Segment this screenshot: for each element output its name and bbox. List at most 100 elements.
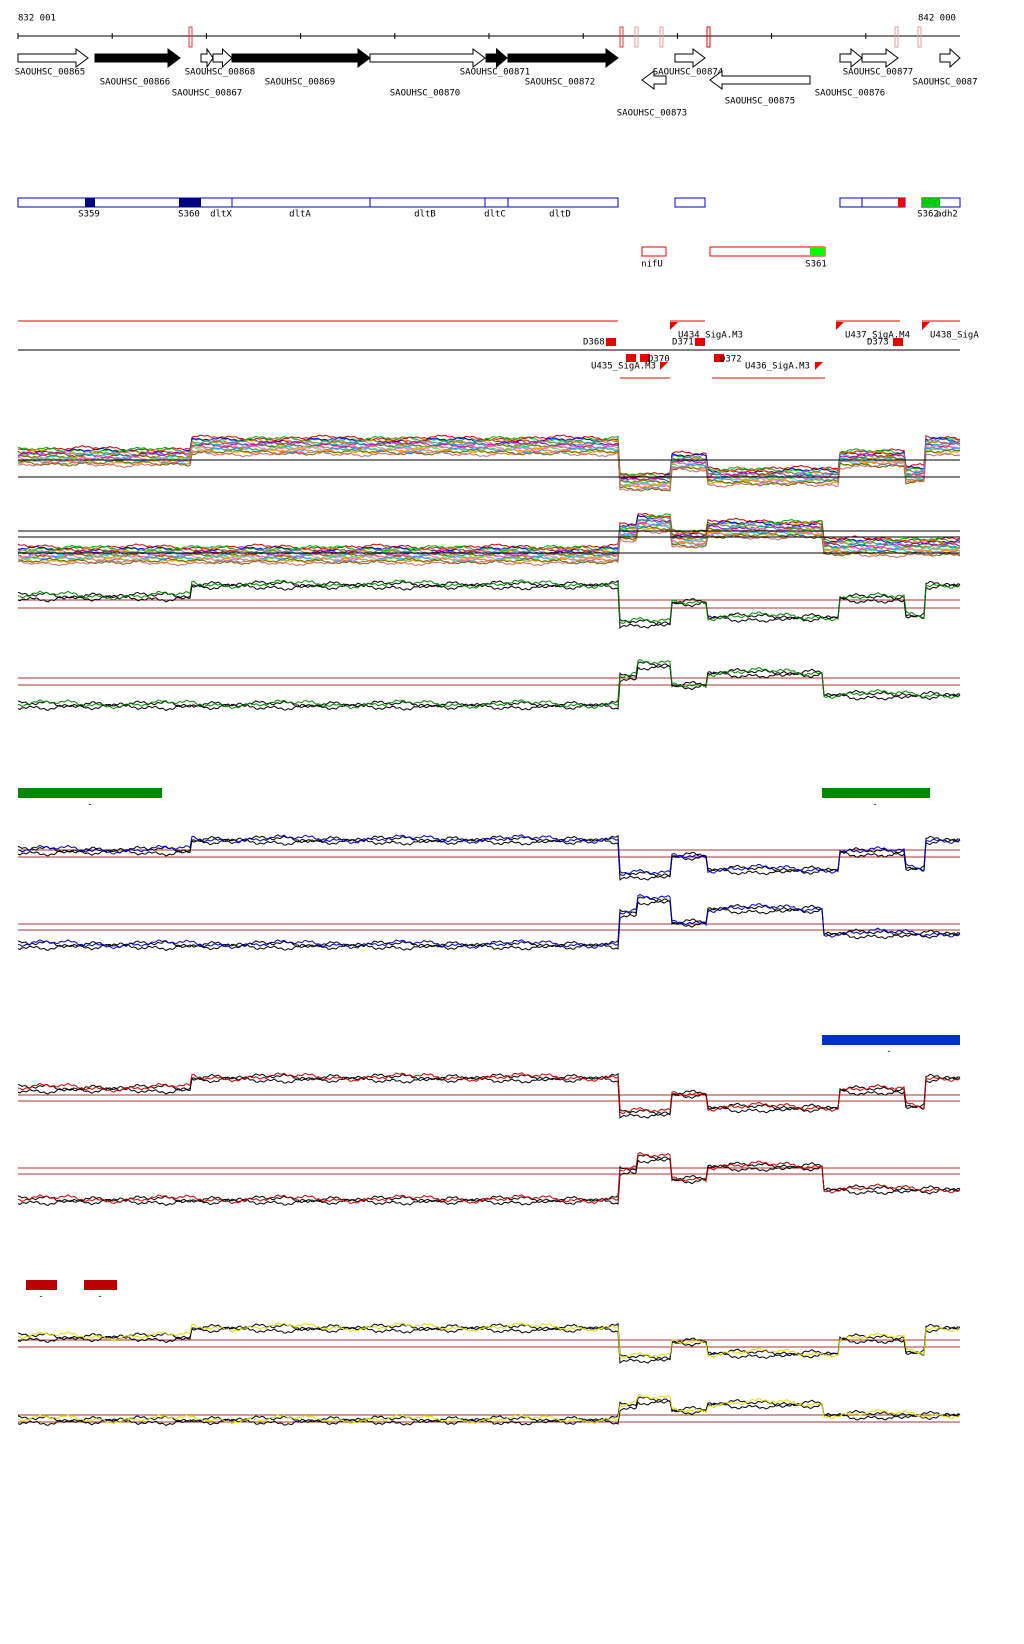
gene-arrow <box>369 48 486 68</box>
trace <box>17 1396 961 1426</box>
gene-arrow <box>507 48 619 68</box>
trace <box>17 1073 961 1119</box>
feature-block <box>179 198 201 207</box>
promoter-label: D372 <box>720 355 742 365</box>
promoter-block <box>626 354 636 362</box>
promoter-block <box>640 354 650 362</box>
region-bar <box>18 788 162 798</box>
promoter-flag <box>836 322 844 330</box>
region-bar <box>822 788 930 798</box>
trace <box>17 440 961 483</box>
trace <box>17 1151 961 1205</box>
gene-label: SAOUHSC_00865 <box>15 68 85 78</box>
gene-arrow <box>674 48 706 68</box>
gene-arrow <box>212 47 233 69</box>
trace <box>18 450 961 492</box>
gene-label: SAOUHSC_00874 <box>653 68 723 78</box>
trace <box>17 663 961 712</box>
trace <box>17 658 961 710</box>
gene-arrow <box>839 47 863 69</box>
gene-arrow <box>861 48 899 68</box>
feature-box <box>231 197 371 208</box>
ruler-mark <box>706 26 711 48</box>
feature-label: dltC <box>484 210 506 220</box>
ruler-mark <box>917 26 922 48</box>
feature-label: S359 <box>78 210 100 220</box>
ruler-mark <box>619 26 624 48</box>
trace <box>17 1398 961 1427</box>
feature-box <box>507 197 619 208</box>
trace <box>17 834 961 876</box>
feature-box <box>484 197 509 208</box>
gene-arrow <box>709 70 811 90</box>
feature-label: S361 <box>805 260 827 270</box>
trace <box>17 441 961 485</box>
gene-label: SAOUHSC_00870 <box>390 89 460 99</box>
promoter-flag <box>670 322 678 330</box>
trace <box>17 1323 961 1364</box>
feature-box <box>369 197 486 208</box>
ruler-start: 832 001 <box>18 14 56 24</box>
gene-arrow <box>641 70 667 90</box>
region-bar-label: - <box>886 1047 891 1057</box>
promoter-label: D370 <box>648 355 670 365</box>
gene-label: SAOUHSC_00867 <box>172 89 242 99</box>
trace <box>17 439 961 483</box>
promoter-flag <box>660 362 668 370</box>
promoter-label: D368 <box>583 338 605 348</box>
feature-label: S362 <box>917 210 939 220</box>
trace <box>17 893 961 950</box>
trace <box>17 521 961 559</box>
trace <box>17 898 961 952</box>
gene-label: SAOUHSC_00866 <box>100 78 170 88</box>
region-bar <box>822 1035 960 1045</box>
region-bar-label: - <box>38 1292 43 1302</box>
ruler-mark <box>659 26 664 48</box>
feature-label: dltX <box>210 210 232 220</box>
promoter-block <box>606 338 616 346</box>
region-bar <box>26 1280 57 1290</box>
gene-arrow <box>231 48 371 68</box>
ruler-end: 842 000 <box>918 14 956 24</box>
gene-label: SAOUHSC_00869 <box>265 78 335 88</box>
feature-box <box>709 246 826 257</box>
promoter-label: U435_SigA.M3 <box>591 362 656 372</box>
gene-label: SAOUHSC_00868 <box>185 68 255 78</box>
promoter-flag <box>815 362 823 370</box>
trace <box>17 513 961 552</box>
promoter-block <box>893 338 903 346</box>
feature-label: dltA <box>289 210 311 220</box>
trace <box>17 524 961 562</box>
feature-block <box>898 198 905 207</box>
feature-label: nifU <box>641 260 663 270</box>
gene-label: SAOUHSC_00872 <box>525 78 595 88</box>
promoter-label: U436_SigA.M3 <box>745 362 810 372</box>
region-bar-label: - <box>97 1292 102 1302</box>
trace <box>17 580 961 629</box>
region-bar <box>84 1280 117 1290</box>
trace <box>17 448 961 492</box>
region-bar-label: - <box>872 800 877 810</box>
trace <box>17 517 961 556</box>
ruler-mark <box>634 26 639 48</box>
trace <box>17 896 961 951</box>
promoter-block <box>695 338 705 346</box>
gene-arrow <box>485 47 508 69</box>
promoter-flag <box>922 322 930 330</box>
ruler-mark <box>188 26 193 48</box>
feature-box <box>674 197 706 208</box>
gene-label: SAOUHSC_0087 <box>912 78 977 88</box>
gene-arrow <box>94 48 181 68</box>
trace <box>17 1156 961 1207</box>
feature-block <box>85 198 95 207</box>
trace <box>17 1072 961 1114</box>
gene-label: SAOUHSC_00875 <box>725 97 795 107</box>
feature-label: dltD <box>549 210 571 220</box>
feature-block <box>810 247 825 256</box>
ruler-mark <box>894 26 899 48</box>
gene-label: SAOUHSC_00871 <box>460 68 530 78</box>
promoter-label: U438_SigA <box>930 331 979 341</box>
trace <box>17 446 961 490</box>
feature-label: S360 <box>178 210 200 220</box>
